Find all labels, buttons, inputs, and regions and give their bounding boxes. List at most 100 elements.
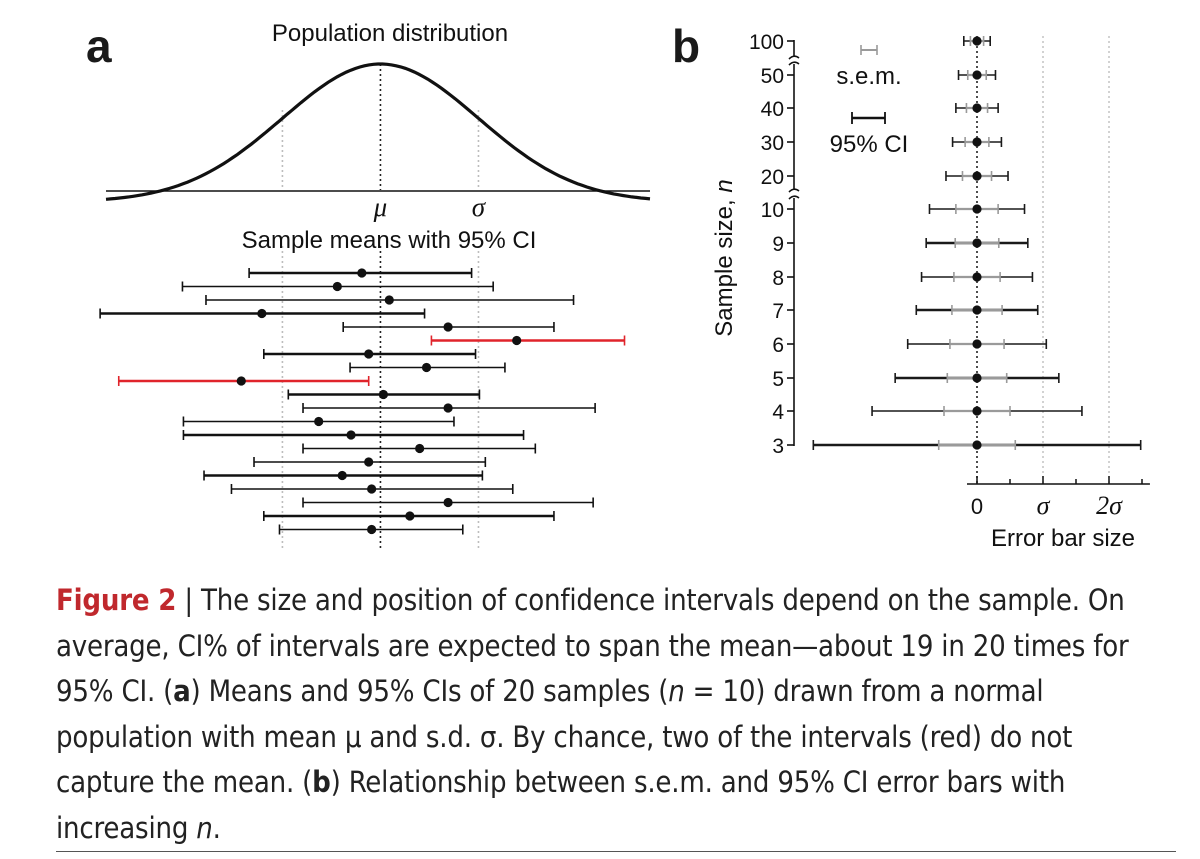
error-bar-row — [955, 103, 999, 113]
error-bar-row — [945, 171, 1009, 181]
error-bar-row — [906, 339, 1048, 349]
sample-mean-point — [367, 524, 377, 535]
panel-a: a Population distribution μ σ Sample mea… — [86, 20, 651, 548]
sample-interval — [287, 389, 481, 400]
caption-text-4: ) Relationship between s.e.m. and 95% CI… — [56, 765, 1066, 845]
legend-ci-label: 95% CI — [830, 131, 909, 158]
mean-point — [972, 272, 982, 282]
error-bar-row — [812, 440, 1142, 450]
y-axis-title: Sample size, n — [711, 179, 738, 336]
axis-break-mark — [788, 55, 800, 60]
axis-break-mark — [788, 188, 800, 193]
y-tick-label: 40 — [761, 98, 784, 121]
caption-text-3: = 10) drawn from a normal population wit… — [56, 674, 1073, 799]
sample-mean-point — [443, 322, 453, 332]
panel-a-label: a — [86, 20, 112, 72]
error-bar-row — [957, 70, 997, 80]
sample-interval — [302, 443, 537, 454]
sample-interval — [182, 416, 455, 427]
sample-mean-point — [405, 511, 415, 521]
population-curve — [105, 62, 651, 201]
y-tick-label: 50 — [761, 65, 784, 88]
y-tick-label: 9 — [772, 233, 784, 256]
legend: s.e.m. 95% CI — [830, 45, 909, 158]
y-tick-label: 20 — [761, 166, 784, 189]
mean-symbol-label: μ — [373, 192, 388, 222]
sample-mean-point — [364, 457, 374, 467]
sample-mean-point — [384, 295, 394, 305]
x-tick-label: 2σ — [1096, 491, 1123, 520]
sample-interval — [182, 430, 525, 440]
caption-bold-a: a — [173, 674, 191, 708]
sample-mean-point — [443, 497, 453, 508]
sample-interval — [278, 524, 464, 535]
mean-point — [972, 103, 982, 113]
y-tick-label: 8 — [772, 267, 784, 290]
caption-text-2: ) Means and 95% CIs of 20 samples ( — [190, 674, 669, 708]
x-axis: 0 σ 2σ — [967, 476, 1150, 520]
y-tick-label: 7 — [772, 300, 784, 323]
sample-interval — [230, 484, 514, 494]
panel-b: b Sample size, n 100 50 40 30 20 10 9 8 7 6 5 4 3 0 σ… — [672, 20, 1150, 552]
sample-interval — [181, 281, 494, 292]
error-bar-row — [925, 238, 1029, 248]
error-bar-row — [894, 373, 1060, 383]
caption-n-symbol-2: n — [196, 810, 213, 845]
mean-point — [972, 36, 982, 46]
error-bar-rows — [812, 36, 1142, 450]
mean-point — [972, 70, 982, 80]
sd-symbol-label: σ — [472, 192, 487, 222]
sample-interval — [430, 335, 626, 346]
sample-interval — [248, 268, 473, 278]
sample-mean-point — [257, 308, 267, 319]
y-tick-label: 6 — [772, 334, 784, 357]
y-tick-label: 30 — [761, 132, 784, 155]
population-title: Population distribution — [272, 20, 508, 47]
sample-interval — [99, 308, 426, 319]
mean-point — [972, 406, 982, 416]
mean-point — [972, 339, 982, 349]
mean-point — [972, 440, 982, 450]
sample-interval — [349, 362, 506, 373]
sample-mean-point — [346, 430, 356, 440]
y-axis-title-n: n — [711, 179, 738, 192]
sample-mean-point — [332, 281, 342, 292]
sample-mean-point — [512, 335, 522, 346]
sample-mean-point — [337, 470, 347, 481]
sample-mean-point — [314, 416, 324, 427]
sample-mean-point — [364, 349, 374, 359]
x-tick-label: 0 — [971, 494, 983, 519]
grid-lines — [281, 64, 480, 548]
sample-interval — [203, 470, 484, 481]
mean-point — [972, 171, 982, 181]
y-tick-label: 4 — [772, 401, 784, 424]
sample-mean-point — [236, 376, 246, 386]
caption-separator: | — [176, 583, 201, 617]
error-bar-row — [915, 305, 1039, 315]
mean-point — [972, 204, 982, 214]
sample-interval — [253, 457, 487, 467]
caption-n-symbol: n — [668, 674, 685, 708]
y-tick-label: 3 — [772, 435, 784, 458]
sample-mean-point — [367, 484, 377, 494]
axis-break-mark — [788, 61, 800, 66]
y-axis: 100 50 40 30 20 10 9 8 7 6 5 4 3 — [749, 31, 800, 458]
sample-mean-point — [415, 443, 425, 454]
sample-interval — [117, 376, 370, 386]
mean-point — [972, 373, 982, 383]
legend-sem-label: s.e.m. — [836, 63, 901, 90]
sample-interval — [302, 497, 594, 508]
y-tick-label: 5 — [772, 368, 784, 391]
caption-text-1: The size and position of confidence inte… — [56, 583, 1129, 708]
sample-mean-point — [443, 403, 453, 413]
sample-interval — [205, 295, 575, 305]
axis-break-mark — [788, 195, 800, 200]
sample-mean-point — [357, 268, 367, 278]
sample-mean-point — [378, 389, 388, 400]
caption-figure-label: Figure 2 — [56, 583, 177, 617]
mean-point — [972, 238, 982, 248]
b-grid-lines — [976, 36, 1110, 483]
sample-mean-point — [421, 362, 432, 373]
x-tick-label: σ — [1037, 491, 1051, 520]
caption-text-5: . — [212, 810, 221, 845]
